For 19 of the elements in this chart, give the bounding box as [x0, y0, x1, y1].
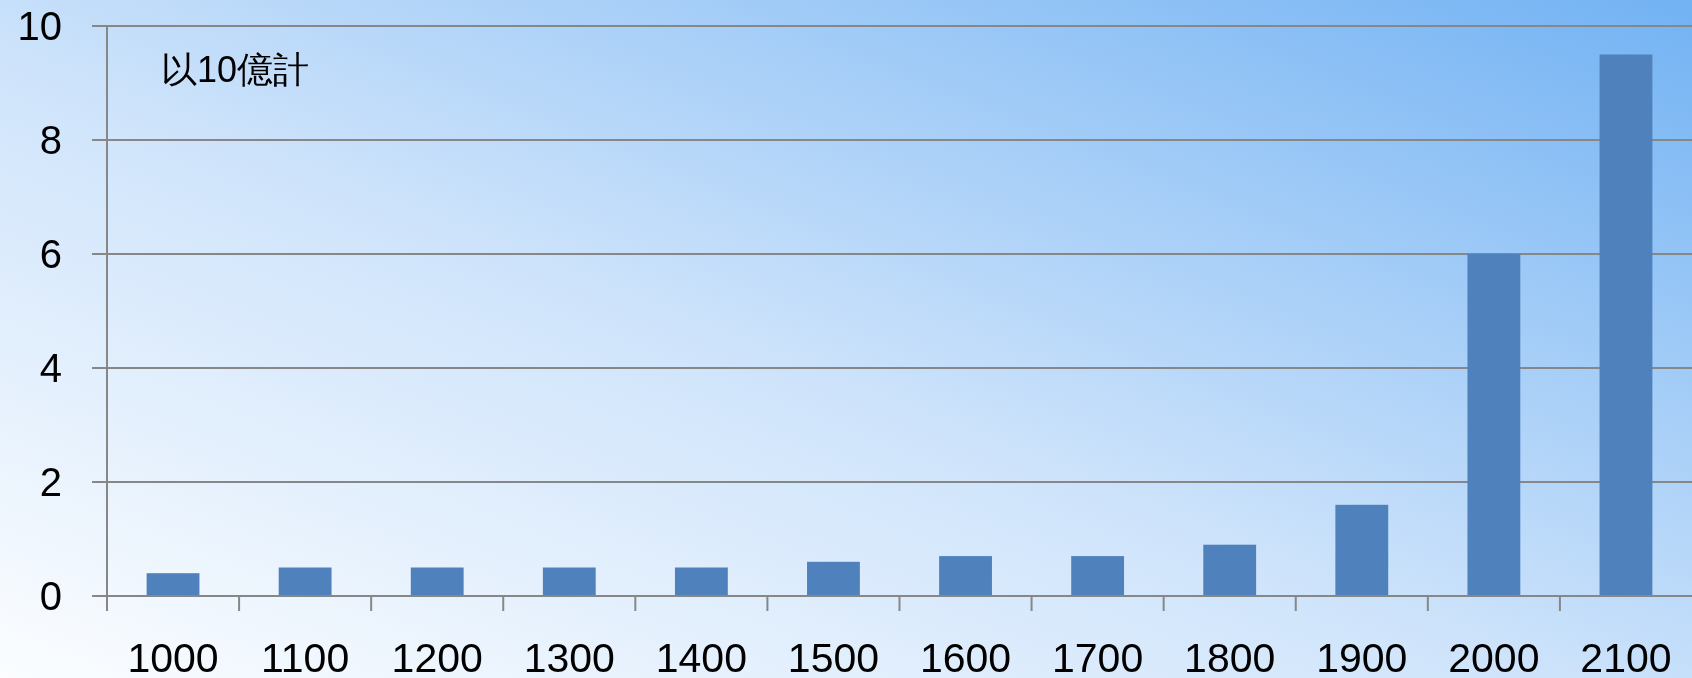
y-tick-label: 10: [17, 4, 62, 48]
y-tick-label: 4: [39, 346, 62, 390]
x-tick-label: 1900: [1316, 635, 1408, 678]
x-tick-label: 2000: [1448, 635, 1540, 678]
x-tick-label: 1700: [1052, 635, 1144, 678]
x-tick-label: 1800: [1184, 635, 1276, 678]
x-tick-label: 1300: [523, 635, 615, 678]
x-tick-label: 1500: [787, 635, 880, 678]
x-tick-label: 1100: [261, 635, 350, 678]
y-tick-label: 8: [39, 118, 62, 162]
x-tick-label: 1400: [655, 635, 747, 678]
x-tick-label: 1200: [391, 635, 483, 678]
y-tick-label: 6: [39, 232, 62, 276]
x-tick-label: 1600: [919, 635, 1012, 678]
annotation: 以10億計: [161, 49, 310, 90]
y-tick-label: 0: [39, 574, 62, 618]
x-tick-label: 2100: [1580, 635, 1672, 678]
x-tick-label: 1000: [127, 635, 219, 678]
y-tick-label: 2: [39, 460, 62, 504]
